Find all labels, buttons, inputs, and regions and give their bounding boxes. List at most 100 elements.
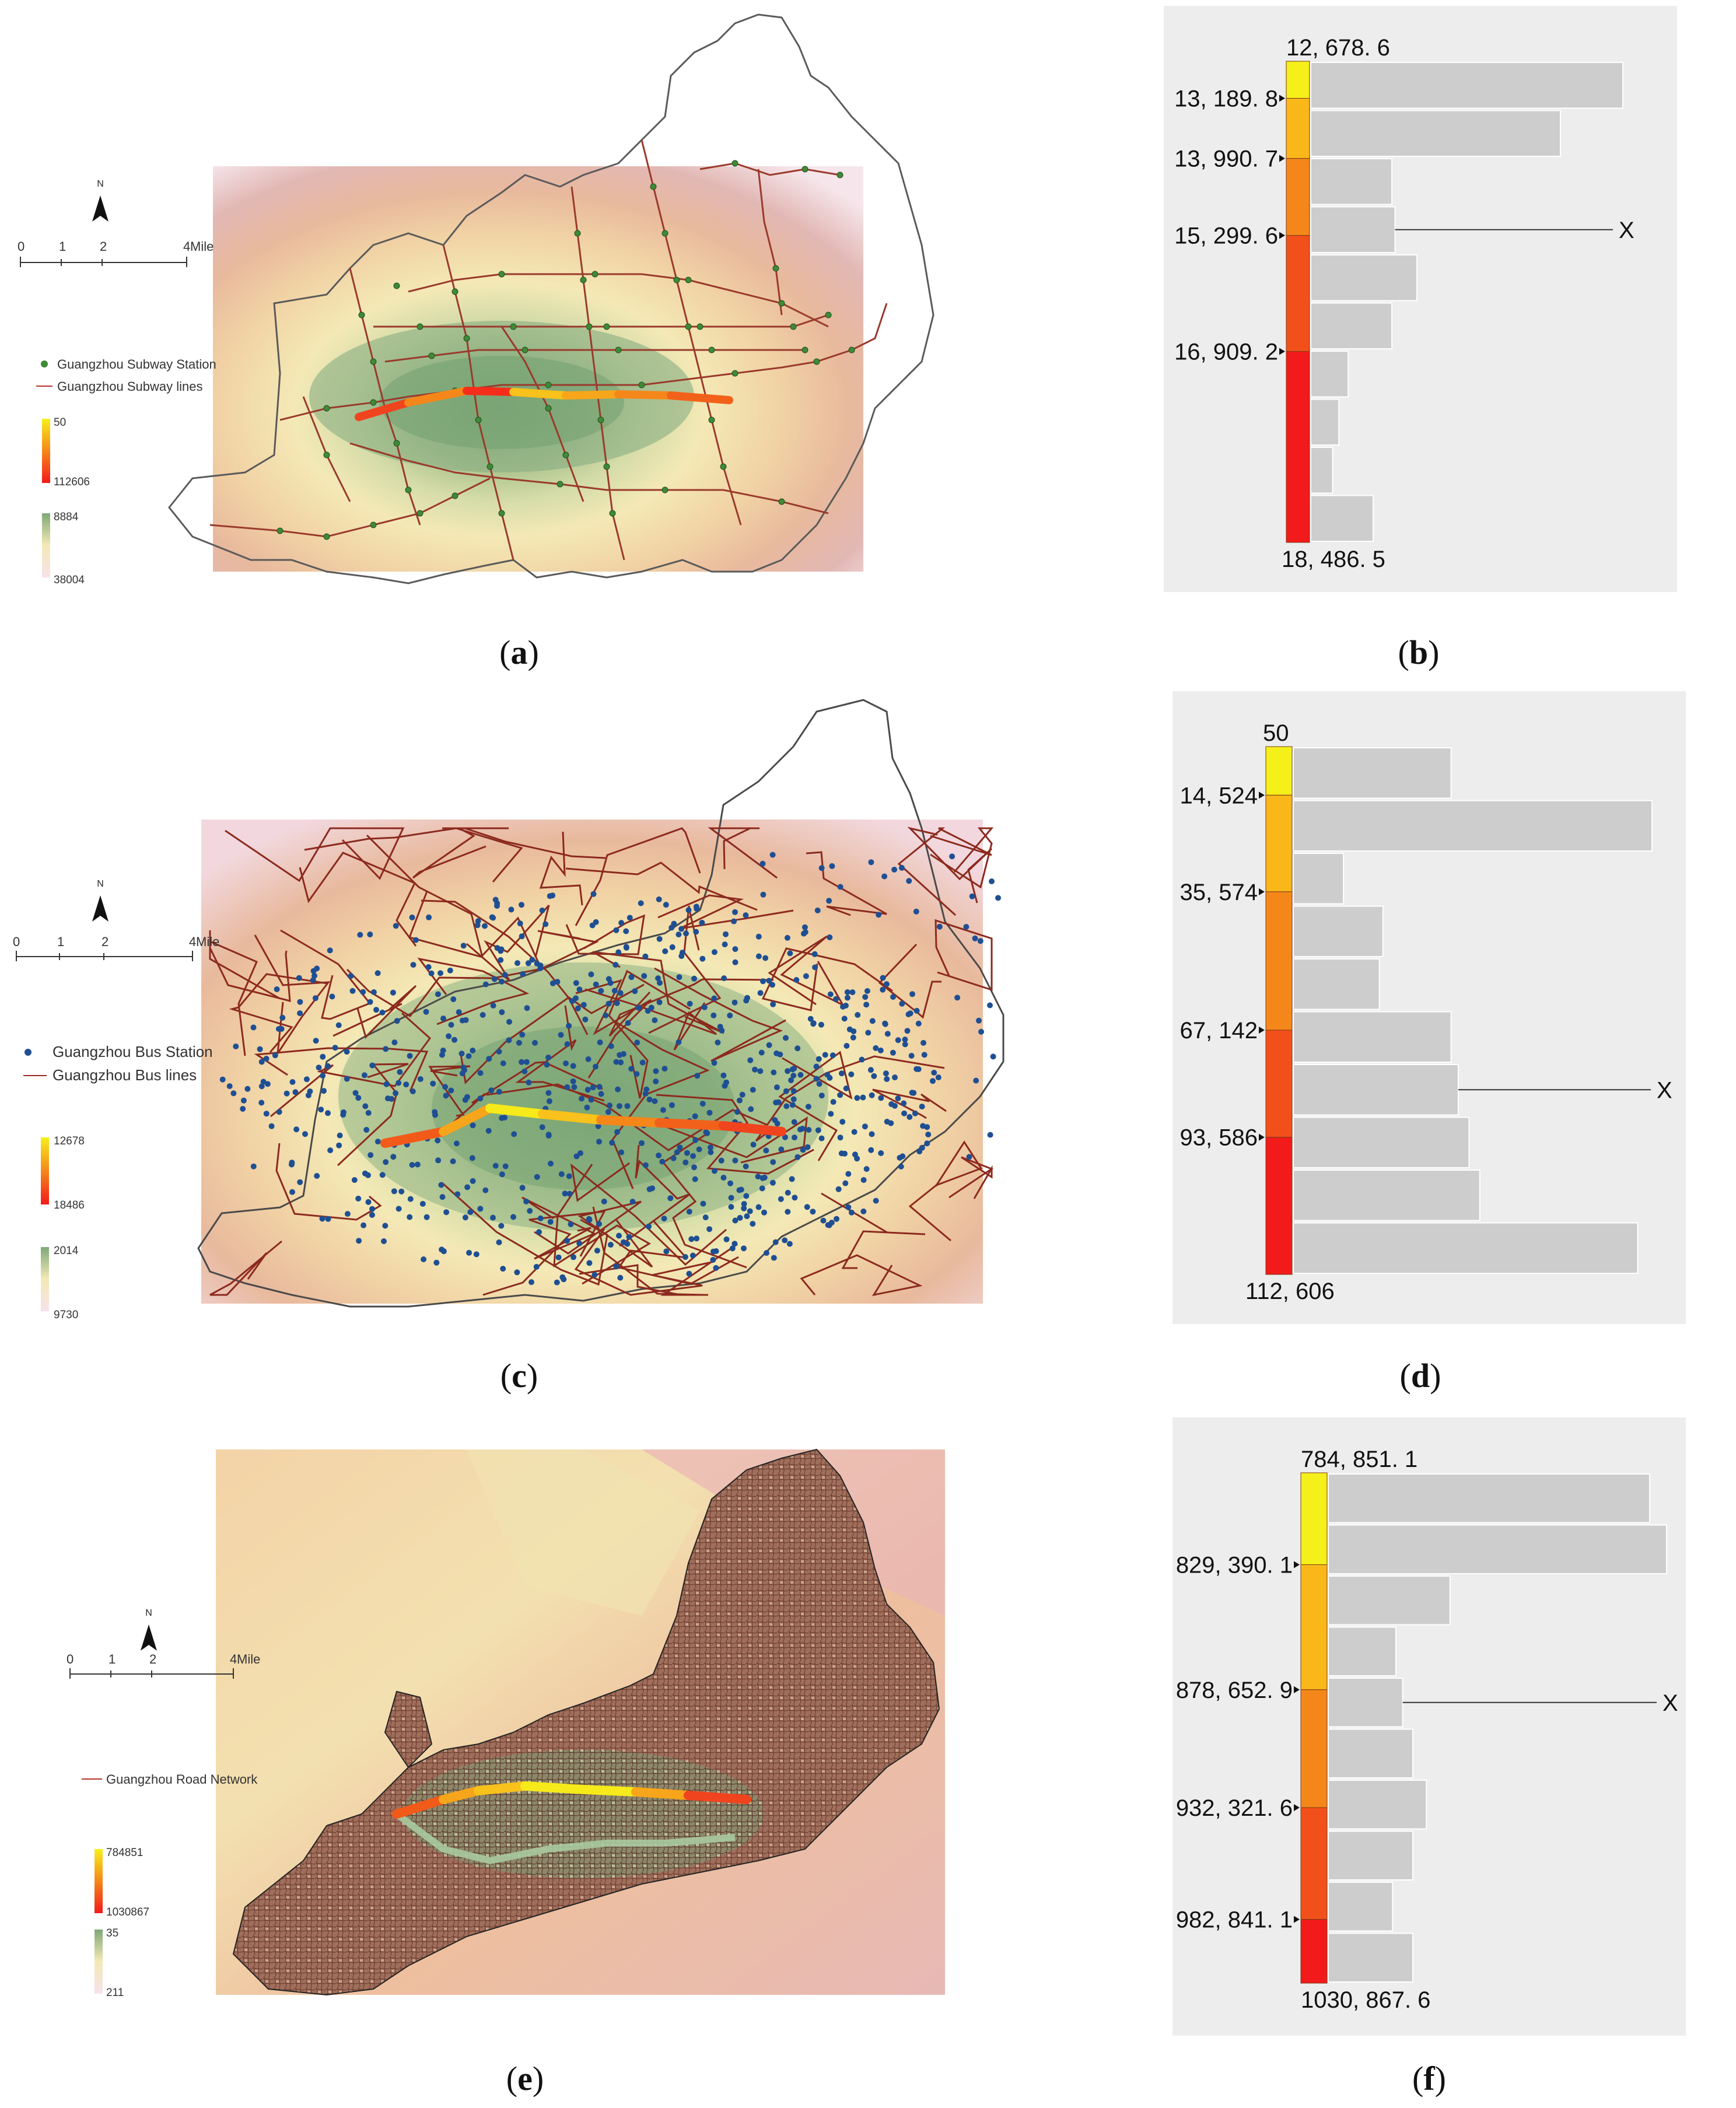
bus-station-point bbox=[842, 1150, 848, 1157]
bus-station-point bbox=[263, 1111, 270, 1117]
class-strip-segment bbox=[1300, 1472, 1328, 1565]
bus-station-point bbox=[732, 1157, 738, 1164]
bus-station-point bbox=[632, 988, 638, 995]
scale-bar bbox=[16, 951, 193, 961]
bus-station-point bbox=[850, 1028, 857, 1035]
bus-station-point bbox=[653, 1078, 659, 1084]
bus-station-point bbox=[268, 1123, 275, 1129]
bus-station-point bbox=[752, 1066, 758, 1073]
bus-station-point bbox=[314, 1173, 320, 1179]
bus-station-point bbox=[320, 1073, 326, 1079]
bus-station-point bbox=[978, 1028, 984, 1035]
bus-line bbox=[534, 1200, 653, 1268]
bus-station-point bbox=[849, 989, 856, 996]
bus-station-point bbox=[828, 1220, 835, 1226]
bus-station-point bbox=[835, 1186, 842, 1192]
bus-station-point bbox=[496, 1048, 502, 1055]
bus-station-point bbox=[332, 1045, 338, 1051]
bus-station-point bbox=[368, 1152, 374, 1158]
bus-station-point bbox=[678, 926, 685, 932]
bus-station-point bbox=[312, 995, 318, 1002]
bus-line bbox=[648, 905, 722, 1034]
city-boundary bbox=[197, 699, 1005, 1308]
bus-station-point bbox=[258, 1083, 265, 1090]
class-break-label: 112, 606 bbox=[1245, 1279, 1335, 1304]
bus-station-point bbox=[811, 951, 818, 957]
bus-station-point bbox=[791, 1119, 797, 1125]
bus-station-point bbox=[369, 1211, 375, 1218]
bus-station-point bbox=[532, 1039, 538, 1046]
bus-station-point bbox=[682, 1159, 689, 1165]
bus-station-point bbox=[302, 1131, 308, 1137]
class-strip-segment bbox=[1300, 1807, 1328, 1920]
bus-station-point bbox=[915, 1020, 922, 1027]
bus-station-point bbox=[838, 1070, 845, 1077]
bus-station-point bbox=[379, 1172, 386, 1178]
bus-station-point bbox=[797, 1126, 803, 1133]
bus-station-point bbox=[920, 1123, 926, 1129]
bus-station-point bbox=[296, 975, 302, 981]
bus-station-point bbox=[490, 1003, 496, 1009]
scale-tick-1: 1 bbox=[57, 934, 64, 949]
bus-station-point bbox=[876, 912, 882, 918]
bus-station-point bbox=[662, 1066, 668, 1072]
bus-station-point bbox=[750, 1141, 757, 1148]
bus-station-point bbox=[523, 1198, 530, 1204]
bus-station-point bbox=[710, 1012, 717, 1018]
bus-station-point bbox=[642, 953, 649, 960]
bus-station-point bbox=[414, 1161, 421, 1168]
bus-station-point bbox=[865, 1030, 872, 1036]
bus-station-point bbox=[827, 1074, 833, 1081]
class-break-label: 67, 142 bbox=[1180, 1018, 1258, 1044]
bus-station-point bbox=[348, 973, 354, 979]
bus-station-point bbox=[783, 1103, 790, 1109]
bus-station-point bbox=[810, 1209, 816, 1215]
bus-station-point bbox=[792, 1134, 797, 1141]
bus-station-point bbox=[688, 1236, 695, 1242]
legend-road: Guangzhou Road Network bbox=[106, 1772, 258, 1787]
bus-station-point bbox=[901, 1110, 907, 1116]
bus-station-point bbox=[711, 949, 718, 955]
bus-station-point bbox=[519, 1059, 525, 1065]
marker-x-label: X bbox=[1619, 218, 1634, 243]
bus-station-point bbox=[435, 991, 441, 997]
bus-station-point bbox=[826, 898, 832, 904]
bus-station-point bbox=[878, 1095, 884, 1101]
class-strip-segment bbox=[1265, 1030, 1293, 1138]
bus-station-point bbox=[397, 1069, 403, 1075]
bus-station-point bbox=[527, 1208, 533, 1214]
histogram-bar bbox=[1310, 206, 1396, 253]
bus-station-point bbox=[547, 1218, 554, 1225]
bus-line bbox=[254, 1047, 429, 1092]
bus-station-point bbox=[660, 1107, 666, 1113]
bus-station-point bbox=[316, 1064, 322, 1071]
svg-text:N: N bbox=[97, 179, 104, 189]
bus-station-point bbox=[390, 989, 396, 996]
bus-station-point bbox=[845, 1204, 852, 1210]
bus-station-point bbox=[891, 866, 898, 873]
bus-station-point bbox=[820, 1217, 827, 1224]
bus-station-point bbox=[407, 1053, 413, 1059]
bus-station-point bbox=[987, 1132, 993, 1138]
bus-station-point bbox=[755, 933, 762, 940]
bus-station-point bbox=[642, 1162, 649, 1168]
bus-station-point bbox=[648, 1004, 654, 1011]
bus-station-point bbox=[517, 920, 523, 927]
bus-station-point bbox=[586, 1260, 593, 1266]
bus-station-point bbox=[902, 1041, 908, 1048]
bus-station-point bbox=[573, 980, 579, 986]
bus-station-point bbox=[789, 1066, 796, 1073]
scale-tick-0: 0 bbox=[18, 239, 24, 254]
bus-line bbox=[611, 1021, 710, 1189]
north-arrow: N bbox=[92, 179, 108, 222]
bus-station-point bbox=[482, 1187, 489, 1193]
class-strip-segment bbox=[1300, 1564, 1328, 1690]
class-strip-segment bbox=[1286, 61, 1310, 99]
bus-line bbox=[417, 957, 530, 1025]
ramp-hot-bottom: 18486 bbox=[54, 1199, 85, 1211]
bus-station-point bbox=[585, 1056, 592, 1062]
bus-station-point bbox=[783, 1035, 789, 1041]
class-break-label: 50 bbox=[1263, 720, 1289, 746]
bus-station-point bbox=[514, 1269, 520, 1276]
bus-station-point bbox=[864, 988, 870, 994]
